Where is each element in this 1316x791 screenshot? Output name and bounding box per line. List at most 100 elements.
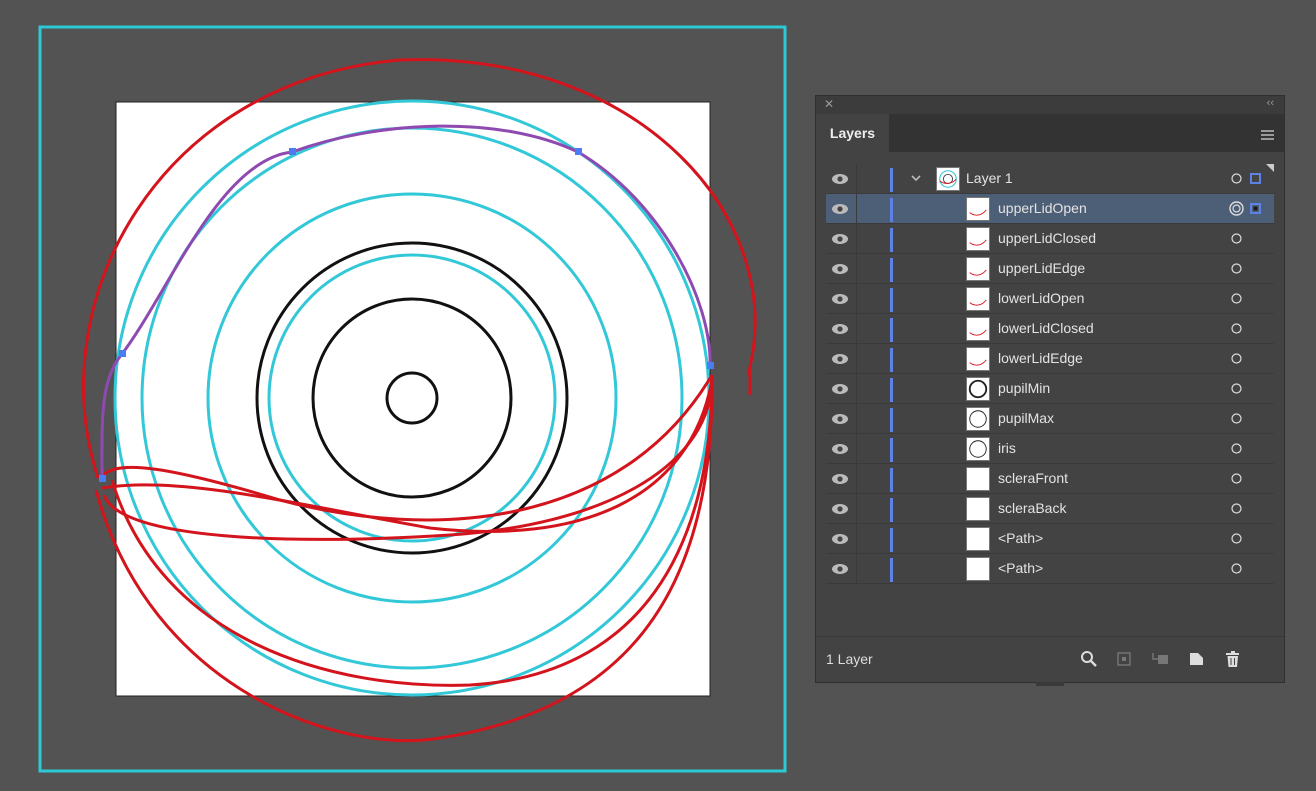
red-lid-paths[interactable] bbox=[82, 58, 757, 743]
sublayer-row[interactable]: pupilMax bbox=[826, 404, 1274, 434]
sublayer-row[interactable]: iris bbox=[826, 434, 1274, 464]
eye-icon[interactable] bbox=[830, 260, 850, 278]
lock-toggle[interactable] bbox=[857, 194, 889, 224]
pupil-max-circle[interactable] bbox=[311, 297, 513, 499]
sublayer-thumbnail bbox=[966, 467, 990, 491]
sublayer-thumbnail bbox=[966, 287, 990, 311]
eye-icon[interactable] bbox=[830, 410, 850, 428]
layer-color-bar bbox=[890, 198, 893, 222]
eye-icon[interactable] bbox=[830, 440, 850, 458]
layer-color-bar bbox=[890, 528, 893, 552]
upper-lid-edge-path[interactable] bbox=[82, 58, 757, 479]
sublayer-thumbnail bbox=[966, 197, 990, 221]
black-circles[interactable] bbox=[255, 241, 569, 555]
resize-grip[interactable] bbox=[1036, 682, 1064, 686]
lock-toggle[interactable] bbox=[857, 404, 889, 434]
artboard-canvas[interactable] bbox=[0, 0, 800, 791]
iris-circle[interactable] bbox=[255, 241, 569, 555]
lock-toggle[interactable] bbox=[857, 374, 889, 404]
chevron-down-icon[interactable] bbox=[910, 172, 922, 184]
close-icon[interactable]: ✕ bbox=[824, 97, 835, 111]
eye-icon[interactable] bbox=[830, 500, 850, 518]
eye-icon[interactable] bbox=[830, 290, 850, 308]
lower-lid-open-path[interactable] bbox=[110, 374, 714, 687]
selection-indicator-icon[interactable] bbox=[1250, 173, 1261, 184]
lower-lid-edge-middle[interactable] bbox=[101, 379, 714, 533]
eye-icon[interactable] bbox=[830, 350, 850, 368]
eye-icon[interactable] bbox=[830, 170, 850, 188]
eye-icon[interactable] bbox=[830, 320, 850, 338]
sublayer-row[interactable]: lowerLidClosed bbox=[826, 314, 1274, 344]
lower-lid-closed-path[interactable] bbox=[94, 374, 714, 743]
lock-toggle[interactable] bbox=[857, 314, 889, 344]
target-circle-icon[interactable] bbox=[1231, 293, 1242, 304]
eye-icon[interactable] bbox=[830, 560, 850, 578]
tab-layers[interactable]: Layers bbox=[816, 114, 889, 152]
target-circle-icon[interactable] bbox=[1231, 533, 1242, 544]
sublayer-row[interactable]: lowerLidEdge bbox=[826, 344, 1274, 374]
anchor-point[interactable] bbox=[289, 148, 296, 155]
anchor-point[interactable] bbox=[99, 475, 106, 482]
pupil-max-guide-circle[interactable] bbox=[267, 253, 557, 543]
target-circle-icon[interactable] bbox=[1231, 563, 1242, 574]
target-circle-icon[interactable] bbox=[1231, 353, 1242, 364]
target-circle-icon[interactable] bbox=[1231, 263, 1242, 274]
artboard[interactable] bbox=[115, 101, 711, 697]
lock-toggle[interactable] bbox=[857, 164, 889, 194]
sublayer-name: scleraBack bbox=[998, 500, 1067, 516]
lock-toggle[interactable] bbox=[857, 434, 889, 464]
target-circle-icon[interactable] bbox=[1231, 323, 1242, 334]
sublayer-row[interactable]: upperLidClosed bbox=[826, 224, 1274, 254]
lock-toggle[interactable] bbox=[857, 254, 889, 284]
locate-object-icon[interactable] bbox=[1078, 649, 1100, 669]
sublayer-name: lowerLidClosed bbox=[998, 320, 1094, 336]
iris-guide-circle[interactable] bbox=[206, 192, 618, 604]
sublayer-row[interactable]: scleraBack bbox=[826, 494, 1274, 524]
lock-toggle[interactable] bbox=[857, 524, 889, 554]
lock-toggle[interactable] bbox=[857, 494, 889, 524]
panel-menu-icon[interactable] bbox=[1261, 130, 1274, 140]
target-circle-icon[interactable] bbox=[1231, 443, 1242, 454]
lock-toggle[interactable] bbox=[857, 284, 889, 314]
create-sublayer-icon[interactable] bbox=[1150, 649, 1172, 669]
target-circle-icon[interactable] bbox=[1231, 473, 1242, 484]
target-circle-icon[interactable] bbox=[1231, 173, 1242, 184]
sublayer-thumbnail bbox=[966, 347, 990, 371]
anchor-point[interactable] bbox=[575, 148, 582, 155]
target-circle-icon[interactable] bbox=[1231, 503, 1242, 514]
create-new-layer-icon[interactable] bbox=[1186, 649, 1208, 669]
make-clipping-mask-icon[interactable] bbox=[1114, 649, 1136, 669]
selection-indicator-icon[interactable] bbox=[1250, 203, 1261, 214]
target-circle-icon[interactable] bbox=[1229, 201, 1244, 216]
anchor-point[interactable] bbox=[707, 362, 714, 369]
delete-layer-icon[interactable] bbox=[1222, 649, 1244, 669]
lock-toggle[interactable] bbox=[857, 344, 889, 374]
cyan-guide-circles[interactable] bbox=[113, 99, 711, 697]
anchor-point[interactable] bbox=[119, 350, 126, 357]
target-circle-icon[interactable] bbox=[1231, 233, 1242, 244]
lower-lid-edge-top[interactable] bbox=[98, 374, 714, 522]
lock-toggle[interactable] bbox=[857, 224, 889, 254]
sublayer-row[interactable]: <Path> bbox=[826, 554, 1274, 584]
eye-icon[interactable] bbox=[830, 530, 850, 548]
lower-lid-edge-bottom[interactable] bbox=[102, 384, 714, 541]
anchor-points[interactable] bbox=[99, 148, 714, 482]
target-circle-icon[interactable] bbox=[1231, 383, 1242, 394]
sublayer-row[interactable]: upperLidOpen bbox=[826, 194, 1274, 224]
lock-toggle[interactable] bbox=[857, 464, 889, 494]
eye-icon[interactable] bbox=[830, 470, 850, 488]
layer-row-layer-1[interactable]: Layer 1 bbox=[826, 164, 1274, 194]
collapse-arrows-icon[interactable]: ‹‹ bbox=[1266, 97, 1274, 109]
eye-icon[interactable] bbox=[830, 380, 850, 398]
lock-toggle[interactable] bbox=[857, 554, 889, 584]
sublayer-row[interactable]: scleraFront bbox=[826, 464, 1274, 494]
sublayer-row[interactable]: upperLidEdge bbox=[826, 254, 1274, 284]
upper-lid-open-path[interactable] bbox=[100, 124, 712, 479]
eye-icon[interactable] bbox=[830, 200, 850, 218]
sublayer-row[interactable]: lowerLidOpen bbox=[826, 284, 1274, 314]
sublayer-row[interactable]: pupilMin bbox=[826, 374, 1274, 404]
sublayer-row[interactable]: <Path> bbox=[826, 524, 1274, 554]
target-circle-icon[interactable] bbox=[1231, 413, 1242, 424]
eye-icon[interactable] bbox=[830, 230, 850, 248]
pupil-min-circle[interactable] bbox=[385, 371, 439, 425]
